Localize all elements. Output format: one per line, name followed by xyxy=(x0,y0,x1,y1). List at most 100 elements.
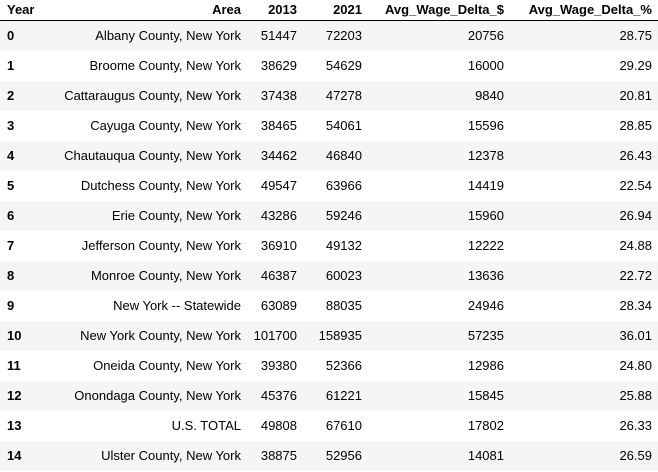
row-index: 4 xyxy=(7,148,15,163)
cell-avg-wage-delta-pct: 29.29 xyxy=(619,58,652,73)
row-index: 14 xyxy=(7,448,22,463)
cell-avg-wage-delta-usd: 15960 xyxy=(467,208,504,223)
header-row: Year Area 2013 2021 Avg_Wage_Delta_$ Avg… xyxy=(0,0,658,21)
table-body: 0 Albany County, New York 51447 72203 20756 2… xyxy=(0,20,658,471)
cell-avg-wage-delta-usd: 14419 xyxy=(467,178,504,193)
cell-avg-wage-delta-pct: 28.34 xyxy=(619,298,652,313)
column-header-2013: 2013 xyxy=(247,0,303,21)
table-row: 10 New York County, New York 101700 158935 5… xyxy=(0,321,658,351)
cell-area: Ulster County, New York xyxy=(101,448,241,463)
cell-area: Cattaraugus County, New York xyxy=(64,88,241,103)
row-index: 7 xyxy=(7,238,15,253)
cell-avg-wage-delta-pct: 26.59 xyxy=(619,448,652,463)
row-index: 0 xyxy=(7,28,15,43)
cell-avg-wage-delta-pct: 22.72 xyxy=(619,268,652,283)
cell-2013: 46387 xyxy=(260,268,297,283)
cell-avg-wage-delta-pct: 25.88 xyxy=(619,388,652,403)
column-header-year: Year xyxy=(0,0,40,21)
cell-avg-wage-delta-usd: 12378 xyxy=(467,148,504,163)
cell-2021: 59246 xyxy=(325,208,362,223)
cell-2013: 39380 xyxy=(260,358,297,373)
table-row: 14 Ulster County, New York 38875 52956 14081… xyxy=(0,441,658,471)
cell-avg-wage-delta-usd: 12222 xyxy=(467,238,504,253)
cell-2013: 45376 xyxy=(260,388,297,403)
cell-2021: 61221 xyxy=(325,388,362,403)
table-row: 6 Erie County, New York 43286 59246 15960 26.… xyxy=(0,201,658,231)
cell-avg-wage-delta-usd: 12986 xyxy=(467,358,504,373)
cell-area: Cayuga County, New York xyxy=(90,118,241,133)
cell-2021: 67610 xyxy=(325,418,362,433)
row-index: 10 xyxy=(7,328,22,343)
cell-avg-wage-delta-usd: 14081 xyxy=(467,448,504,463)
cell-2021: 54061 xyxy=(325,118,362,133)
cell-area: Onondaga County, New York xyxy=(74,388,241,403)
cell-area: New York -- Statewide xyxy=(113,298,241,313)
row-index: 13 xyxy=(7,418,22,433)
row-index: 5 xyxy=(7,178,15,193)
cell-2021: 158935 xyxy=(318,328,362,343)
cell-2013: 51447 xyxy=(260,28,297,43)
table-row: 1 Broome County, New York 38629 54629 16000 2… xyxy=(0,51,658,81)
row-index: 2 xyxy=(7,88,15,103)
cell-avg-wage-delta-usd: 15845 xyxy=(467,388,504,403)
cell-avg-wage-delta-usd: 15596 xyxy=(467,118,504,133)
cell-2021: 60023 xyxy=(325,268,362,283)
table-row: 0 Albany County, New York 51447 72203 20756 2… xyxy=(0,20,658,51)
cell-avg-wage-delta-usd: 20756 xyxy=(467,28,504,43)
row-index: 3 xyxy=(7,118,15,133)
cell-2021: 72203 xyxy=(325,28,362,43)
cell-avg-wage-delta-pct: 22.54 xyxy=(619,178,652,193)
table-row: 9 New York -- Statewide 63089 88035 24946 28.… xyxy=(0,291,658,321)
cell-area: Chautauqua County, New York xyxy=(64,148,241,163)
cell-area: New York County, New York xyxy=(80,328,241,343)
cell-avg-wage-delta-pct: 36.01 xyxy=(619,328,652,343)
cell-avg-wage-delta-pct: 24.80 xyxy=(619,358,652,373)
cell-avg-wage-delta-usd: 24946 xyxy=(467,298,504,313)
column-header-avg-wage-delta-pct: Avg_Wage_Delta_% xyxy=(510,0,658,21)
cell-avg-wage-delta-pct: 20.81 xyxy=(619,88,652,103)
row-index: 6 xyxy=(7,208,15,223)
cell-area: U.S. TOTAL xyxy=(171,418,241,433)
table-row: 13 U.S. TOTAL 49808 67610 17802 26.33 xyxy=(0,411,658,441)
cell-area: Erie County, New York xyxy=(111,208,241,223)
cell-area: Albany County, New York xyxy=(95,28,241,43)
cell-avg-wage-delta-usd: 13636 xyxy=(467,268,504,283)
cell-2021: 52956 xyxy=(325,448,362,463)
cell-2013: 49808 xyxy=(260,418,297,433)
cell-2013: 101700 xyxy=(253,328,297,343)
column-header-area: Area xyxy=(40,0,247,21)
row-index: 8 xyxy=(7,268,15,283)
cell-2021: 88035 xyxy=(325,298,362,313)
cell-avg-wage-delta-usd: 17802 xyxy=(467,418,504,433)
cell-area: Oneida County, New York xyxy=(93,358,241,373)
table-row: 11 Oneida County, New York 39380 52366 12986… xyxy=(0,351,658,381)
cell-2013: 37438 xyxy=(260,88,297,103)
cell-avg-wage-delta-pct: 26.33 xyxy=(619,418,652,433)
cell-area: Monroe County, New York xyxy=(90,268,241,283)
cell-area: Broome County, New York xyxy=(89,58,242,73)
column-header-2021: 2021 xyxy=(303,0,368,21)
cell-avg-wage-delta-pct: 28.85 xyxy=(619,118,652,133)
table-row: 3 Cayuga County, New York 38465 54061 15596 2… xyxy=(0,111,658,141)
cell-avg-wage-delta-pct: 26.43 xyxy=(619,148,652,163)
cell-area: Dutchess County, New York xyxy=(80,178,241,193)
cell-2013: 38465 xyxy=(260,118,297,133)
column-header-avg-wage-delta-usd: Avg_Wage_Delta_$ xyxy=(368,0,510,21)
table-row: 5 Dutchess County, New York 49547 63966 1441… xyxy=(0,171,658,201)
cell-2021: 49132 xyxy=(325,238,362,253)
cell-avg-wage-delta-usd: 57235 xyxy=(467,328,504,343)
cell-avg-wage-delta-pct: 24.88 xyxy=(619,238,652,253)
table-row: 8 Monroe County, New York 46387 60023 13636 2… xyxy=(0,261,658,291)
cell-2021: 47278 xyxy=(325,88,362,103)
table-row: 7 Jefferson County, New York 36910 49132 122… xyxy=(0,231,658,261)
cell-2021: 46840 xyxy=(325,148,362,163)
cell-2021: 54629 xyxy=(325,58,362,73)
row-index: 11 xyxy=(7,358,21,373)
cell-2013: 38875 xyxy=(260,448,297,463)
cell-2013: 38629 xyxy=(260,58,297,73)
cell-2013: 63089 xyxy=(260,298,297,313)
table-row: 2 Cattaraugus County, New York 37438 47278 9… xyxy=(0,81,658,111)
cell-2013: 36910 xyxy=(260,238,297,253)
row-index: 12 xyxy=(7,388,22,403)
cell-avg-wage-delta-pct: 26.94 xyxy=(619,208,652,223)
